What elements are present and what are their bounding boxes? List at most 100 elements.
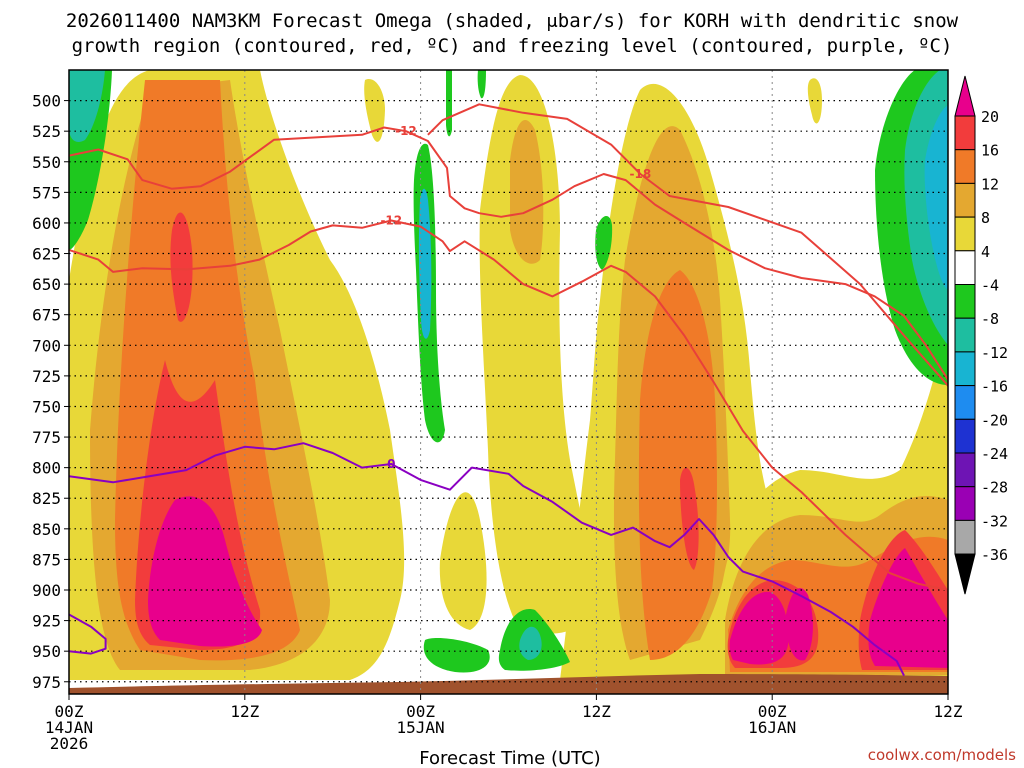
colorbar-tick-label: 4 xyxy=(981,243,990,261)
omega-shading xyxy=(69,70,948,694)
colorbar-swatch xyxy=(954,149,976,184)
colorbar-bottom-arrow xyxy=(954,553,976,595)
colorbar-tick-label: 20 xyxy=(981,108,999,126)
colorbar-swatch xyxy=(954,452,976,488)
colorbar-swatch xyxy=(954,418,976,454)
pressure-gridlines xyxy=(69,70,948,694)
x-tick-label: 12Z xyxy=(230,702,259,721)
colorbar-swatch xyxy=(954,115,976,151)
x-tick-label: 2026 xyxy=(50,734,89,753)
x-tick-label: 00Z xyxy=(55,702,84,721)
omega-down-thin-green xyxy=(446,70,452,137)
dendritic-contour xyxy=(69,126,948,386)
y-tick-label: 650 xyxy=(32,275,61,294)
omega-down-small-green xyxy=(595,215,613,270)
y-tick-label: 900 xyxy=(32,581,61,600)
y-tick-label: 700 xyxy=(32,336,61,355)
omega-plume-rc-red xyxy=(680,467,699,570)
y-tick-label: 750 xyxy=(32,397,61,416)
omega-down-low-teal xyxy=(519,626,542,660)
omega-plume-left-red-upper xyxy=(170,212,193,322)
colorbar-swatch xyxy=(954,182,976,218)
omega-plume-right-magenta-b xyxy=(785,588,813,661)
omega-down-thin-green-b xyxy=(477,70,486,99)
colorbar-tick-label: -16 xyxy=(981,378,1008,396)
y-tick-label: 800 xyxy=(32,459,61,478)
y-tick-label: 725 xyxy=(32,367,61,386)
omega-down-mid-teal xyxy=(418,188,432,339)
colorbar-tick-label: -8 xyxy=(981,310,999,328)
omega-plume-right-magenta-a xyxy=(729,591,789,665)
dendritic-contour xyxy=(427,103,948,388)
contour-label: 0 xyxy=(387,457,395,471)
colorbar-swatch xyxy=(954,284,976,319)
contour-label: -12 xyxy=(380,213,402,227)
temperature-contours xyxy=(69,103,948,677)
plot-frame xyxy=(68,69,949,695)
colorbar-swatch xyxy=(954,351,976,387)
colorbar-tick-label: -20 xyxy=(981,411,1008,429)
colorbar-tick-label: 8 xyxy=(981,209,990,227)
colorbar-swatch xyxy=(954,519,976,555)
y-tick-label: 550 xyxy=(32,153,61,172)
colorbar-tick-label: -12 xyxy=(981,344,1008,362)
y-tick-label: 925 xyxy=(32,612,61,631)
x-tick-label: 12Z xyxy=(582,702,611,721)
dendritic-contour xyxy=(69,219,948,592)
omega-down-topleft-teal xyxy=(69,70,105,142)
colorbar-tick-label: -24 xyxy=(981,445,1008,463)
colorbar-tick-label: 12 xyxy=(981,175,999,193)
y-tick-label: 525 xyxy=(32,122,61,141)
colorbar-swatch xyxy=(954,216,976,252)
chart-subtitle: growth region (contoured, red, ºC) and f… xyxy=(72,35,953,57)
colorbar-swatch xyxy=(954,317,976,353)
omega-streak-yellow-b xyxy=(439,492,487,630)
y-tick-label: 675 xyxy=(32,306,61,325)
colorbar-tick-label: 16 xyxy=(981,142,999,160)
omega-plume-right-magenta-c xyxy=(868,548,948,668)
x-tick-label: 00Z xyxy=(406,702,435,721)
contour-label: -18 xyxy=(630,167,652,181)
omega-streak-yellow-a xyxy=(364,79,385,142)
colorbar-swatch xyxy=(954,385,976,420)
colorbar-tick-label: -28 xyxy=(981,479,1008,497)
omega-down-low-green-a xyxy=(423,638,490,673)
x-tick-label: 16JAN xyxy=(748,718,796,737)
y-tick-label: 850 xyxy=(32,520,61,539)
contour-labels: -18 -12 -12 0 xyxy=(380,124,652,471)
colorbar-top-arrow xyxy=(954,75,976,117)
omega-down-right-cyan xyxy=(924,105,948,290)
omega-plume-rc-orange xyxy=(638,270,717,660)
colorbar: 20 16 12 8 4 -4 -8 -12 -16 -20 -24 -28 -32 -36 xyxy=(954,75,1008,595)
y-tick-label: 625 xyxy=(32,245,61,264)
omega-plume-right-top-yellow xyxy=(807,78,822,124)
freezing-contour xyxy=(69,442,905,677)
y-tick-label: 775 xyxy=(32,428,61,447)
x-tick-label: 00Z xyxy=(758,702,787,721)
y-tick-label: 500 xyxy=(32,92,61,111)
y-tick-label: 600 xyxy=(32,214,61,233)
y-tick-label: 875 xyxy=(32,550,61,569)
x-tick-label: 12Z xyxy=(934,702,963,721)
y-tick-label: 575 xyxy=(32,183,61,202)
omega-plume-left-magenta xyxy=(148,496,262,647)
x-axis-label: Forecast Time (UTC) xyxy=(419,748,600,768)
x-tick-label: 14JAN xyxy=(45,718,93,737)
y-tick-label: 975 xyxy=(32,673,61,692)
colorbar-tick-label: -32 xyxy=(981,512,1008,530)
chart-title: 2026011400 NAM3KM Forecast Omega (shaded… xyxy=(66,10,959,32)
colorbar-tick-label: -36 xyxy=(981,546,1008,564)
freezing-contour xyxy=(69,613,107,655)
y-tick-label: 950 xyxy=(32,642,61,661)
y-axis: 500 525 550 575 600 625 650 675 700 725 750 775 800 8… xyxy=(32,92,69,692)
colorbar-swatch xyxy=(954,486,976,521)
x-tick-label: 15JAN xyxy=(397,718,445,737)
y-tick-label: 825 xyxy=(32,489,61,508)
contour-label: -12 xyxy=(395,124,417,138)
colorbar-tick-label: -4 xyxy=(981,277,999,295)
colorbar-swatch xyxy=(954,250,976,286)
credit-text: coolwx.com/models xyxy=(868,746,1016,764)
terrain-surface xyxy=(69,674,948,694)
